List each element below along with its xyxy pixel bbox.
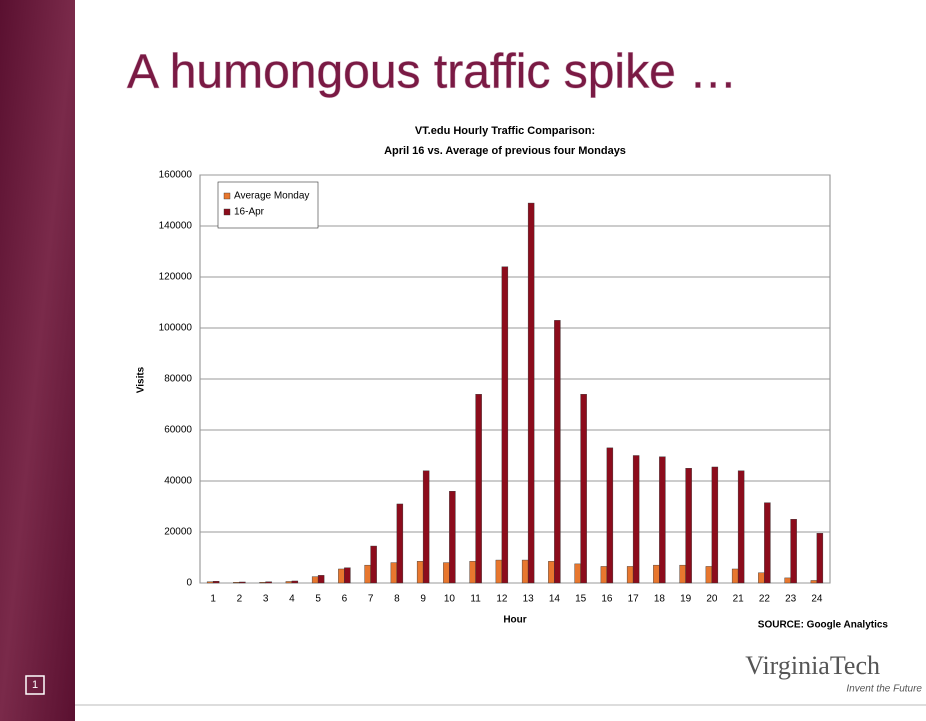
x-tick-label: 10 xyxy=(444,594,456,605)
bar xyxy=(548,561,554,583)
bar xyxy=(633,456,639,584)
bar xyxy=(207,582,213,583)
x-tick-label: 16 xyxy=(601,594,613,605)
x-tick-label: 8 xyxy=(394,594,400,605)
side-band xyxy=(0,0,75,721)
bar xyxy=(653,565,659,583)
legend-box xyxy=(218,182,318,228)
bar xyxy=(811,580,817,583)
bar xyxy=(344,568,350,583)
x-tick-label: 20 xyxy=(706,594,718,605)
bar xyxy=(233,582,239,583)
bar xyxy=(260,582,266,583)
bar xyxy=(371,546,377,583)
x-tick-label: 4 xyxy=(289,594,295,605)
bar xyxy=(732,569,738,583)
bar xyxy=(706,566,712,583)
legend-label: Average Monday xyxy=(234,191,309,202)
bar xyxy=(312,577,318,583)
bar xyxy=(686,468,692,583)
y-tick-label: 60000 xyxy=(164,425,192,436)
bar xyxy=(607,448,613,583)
page: {"slide": {"title": "A humongous traffic… xyxy=(0,0,926,721)
bar xyxy=(292,581,298,583)
bar xyxy=(791,519,797,583)
source: SOURCE: Google Analytics xyxy=(758,620,889,631)
bar xyxy=(417,561,423,583)
slide-number: 1 xyxy=(32,679,38,691)
bar xyxy=(213,581,219,583)
bar xyxy=(365,565,371,583)
bar xyxy=(397,504,403,583)
x-tick-label: 11 xyxy=(470,594,481,605)
bar xyxy=(764,503,770,583)
chart-subtitle: April 16 vs. Average of previous four Mo… xyxy=(384,145,626,157)
x-tick-label: 15 xyxy=(575,594,587,605)
bar xyxy=(758,573,764,583)
bar xyxy=(338,569,344,583)
x-tick-label: 1 xyxy=(210,594,216,605)
bar xyxy=(817,533,823,583)
x-tick-label: 23 xyxy=(785,594,797,605)
x-tick-label: 19 xyxy=(680,594,692,605)
tagline: Invent the Future xyxy=(846,684,922,695)
x-tick-label: 13 xyxy=(523,594,535,605)
bar xyxy=(601,566,607,583)
bar xyxy=(575,564,581,583)
logo: VirginiaTech xyxy=(745,651,880,680)
bar xyxy=(522,560,528,583)
bar xyxy=(391,563,397,583)
y-tick-label: 140000 xyxy=(159,221,193,232)
x-tick-label: 17 xyxy=(628,594,640,605)
x-tick-label: 5 xyxy=(315,594,321,605)
bar xyxy=(627,566,633,583)
bar xyxy=(496,560,502,583)
bar xyxy=(266,582,272,583)
y-tick-label: 120000 xyxy=(159,272,193,283)
x-tick-label: 2 xyxy=(237,594,243,605)
x-tick-label: 22 xyxy=(759,594,771,605)
y-tick-label: 160000 xyxy=(159,170,193,181)
bar xyxy=(659,457,665,583)
bar xyxy=(502,267,508,583)
legend-swatch xyxy=(224,209,230,215)
y-axis-label: Visits xyxy=(136,366,147,393)
x-tick-label: 9 xyxy=(420,594,426,605)
bar xyxy=(738,471,744,583)
x-tick-label: 6 xyxy=(342,594,348,605)
slide-title: A humongous traffic spike … xyxy=(127,46,737,99)
y-tick-label: 0 xyxy=(186,578,192,589)
slide: 1 A humongous traffic spike … VirginiaTe… xyxy=(0,0,926,721)
chart-title: VT.edu Hourly Traffic Comparison: xyxy=(415,125,595,137)
legend-label: 16-Apr xyxy=(234,207,265,218)
bar xyxy=(470,561,476,583)
bar xyxy=(581,394,587,583)
y-tick-label: 20000 xyxy=(164,527,192,538)
bar xyxy=(785,578,791,583)
x-tick-label: 18 xyxy=(654,594,666,605)
y-tick-label: 100000 xyxy=(159,323,193,334)
legend-swatch xyxy=(224,193,230,199)
bar xyxy=(443,563,449,583)
bar xyxy=(554,320,560,583)
x-tick-label: 24 xyxy=(811,594,823,605)
bar xyxy=(476,394,482,583)
bar xyxy=(318,575,324,583)
y-tick-label: 40000 xyxy=(164,476,192,487)
x-tick-label: 12 xyxy=(496,594,508,605)
bar xyxy=(239,582,245,583)
y-tick-label: 80000 xyxy=(164,374,192,385)
x-tick-label: 21 xyxy=(733,594,745,605)
x-tick-label: 14 xyxy=(549,594,561,605)
bar xyxy=(286,581,292,583)
bar xyxy=(528,203,534,583)
x-tick-label: 3 xyxy=(263,594,269,605)
bar xyxy=(712,467,718,583)
bar xyxy=(423,471,429,583)
bar xyxy=(449,491,455,583)
x-axis-label: Hour xyxy=(503,615,526,626)
bar xyxy=(680,565,686,583)
x-tick-label: 7 xyxy=(368,594,374,605)
